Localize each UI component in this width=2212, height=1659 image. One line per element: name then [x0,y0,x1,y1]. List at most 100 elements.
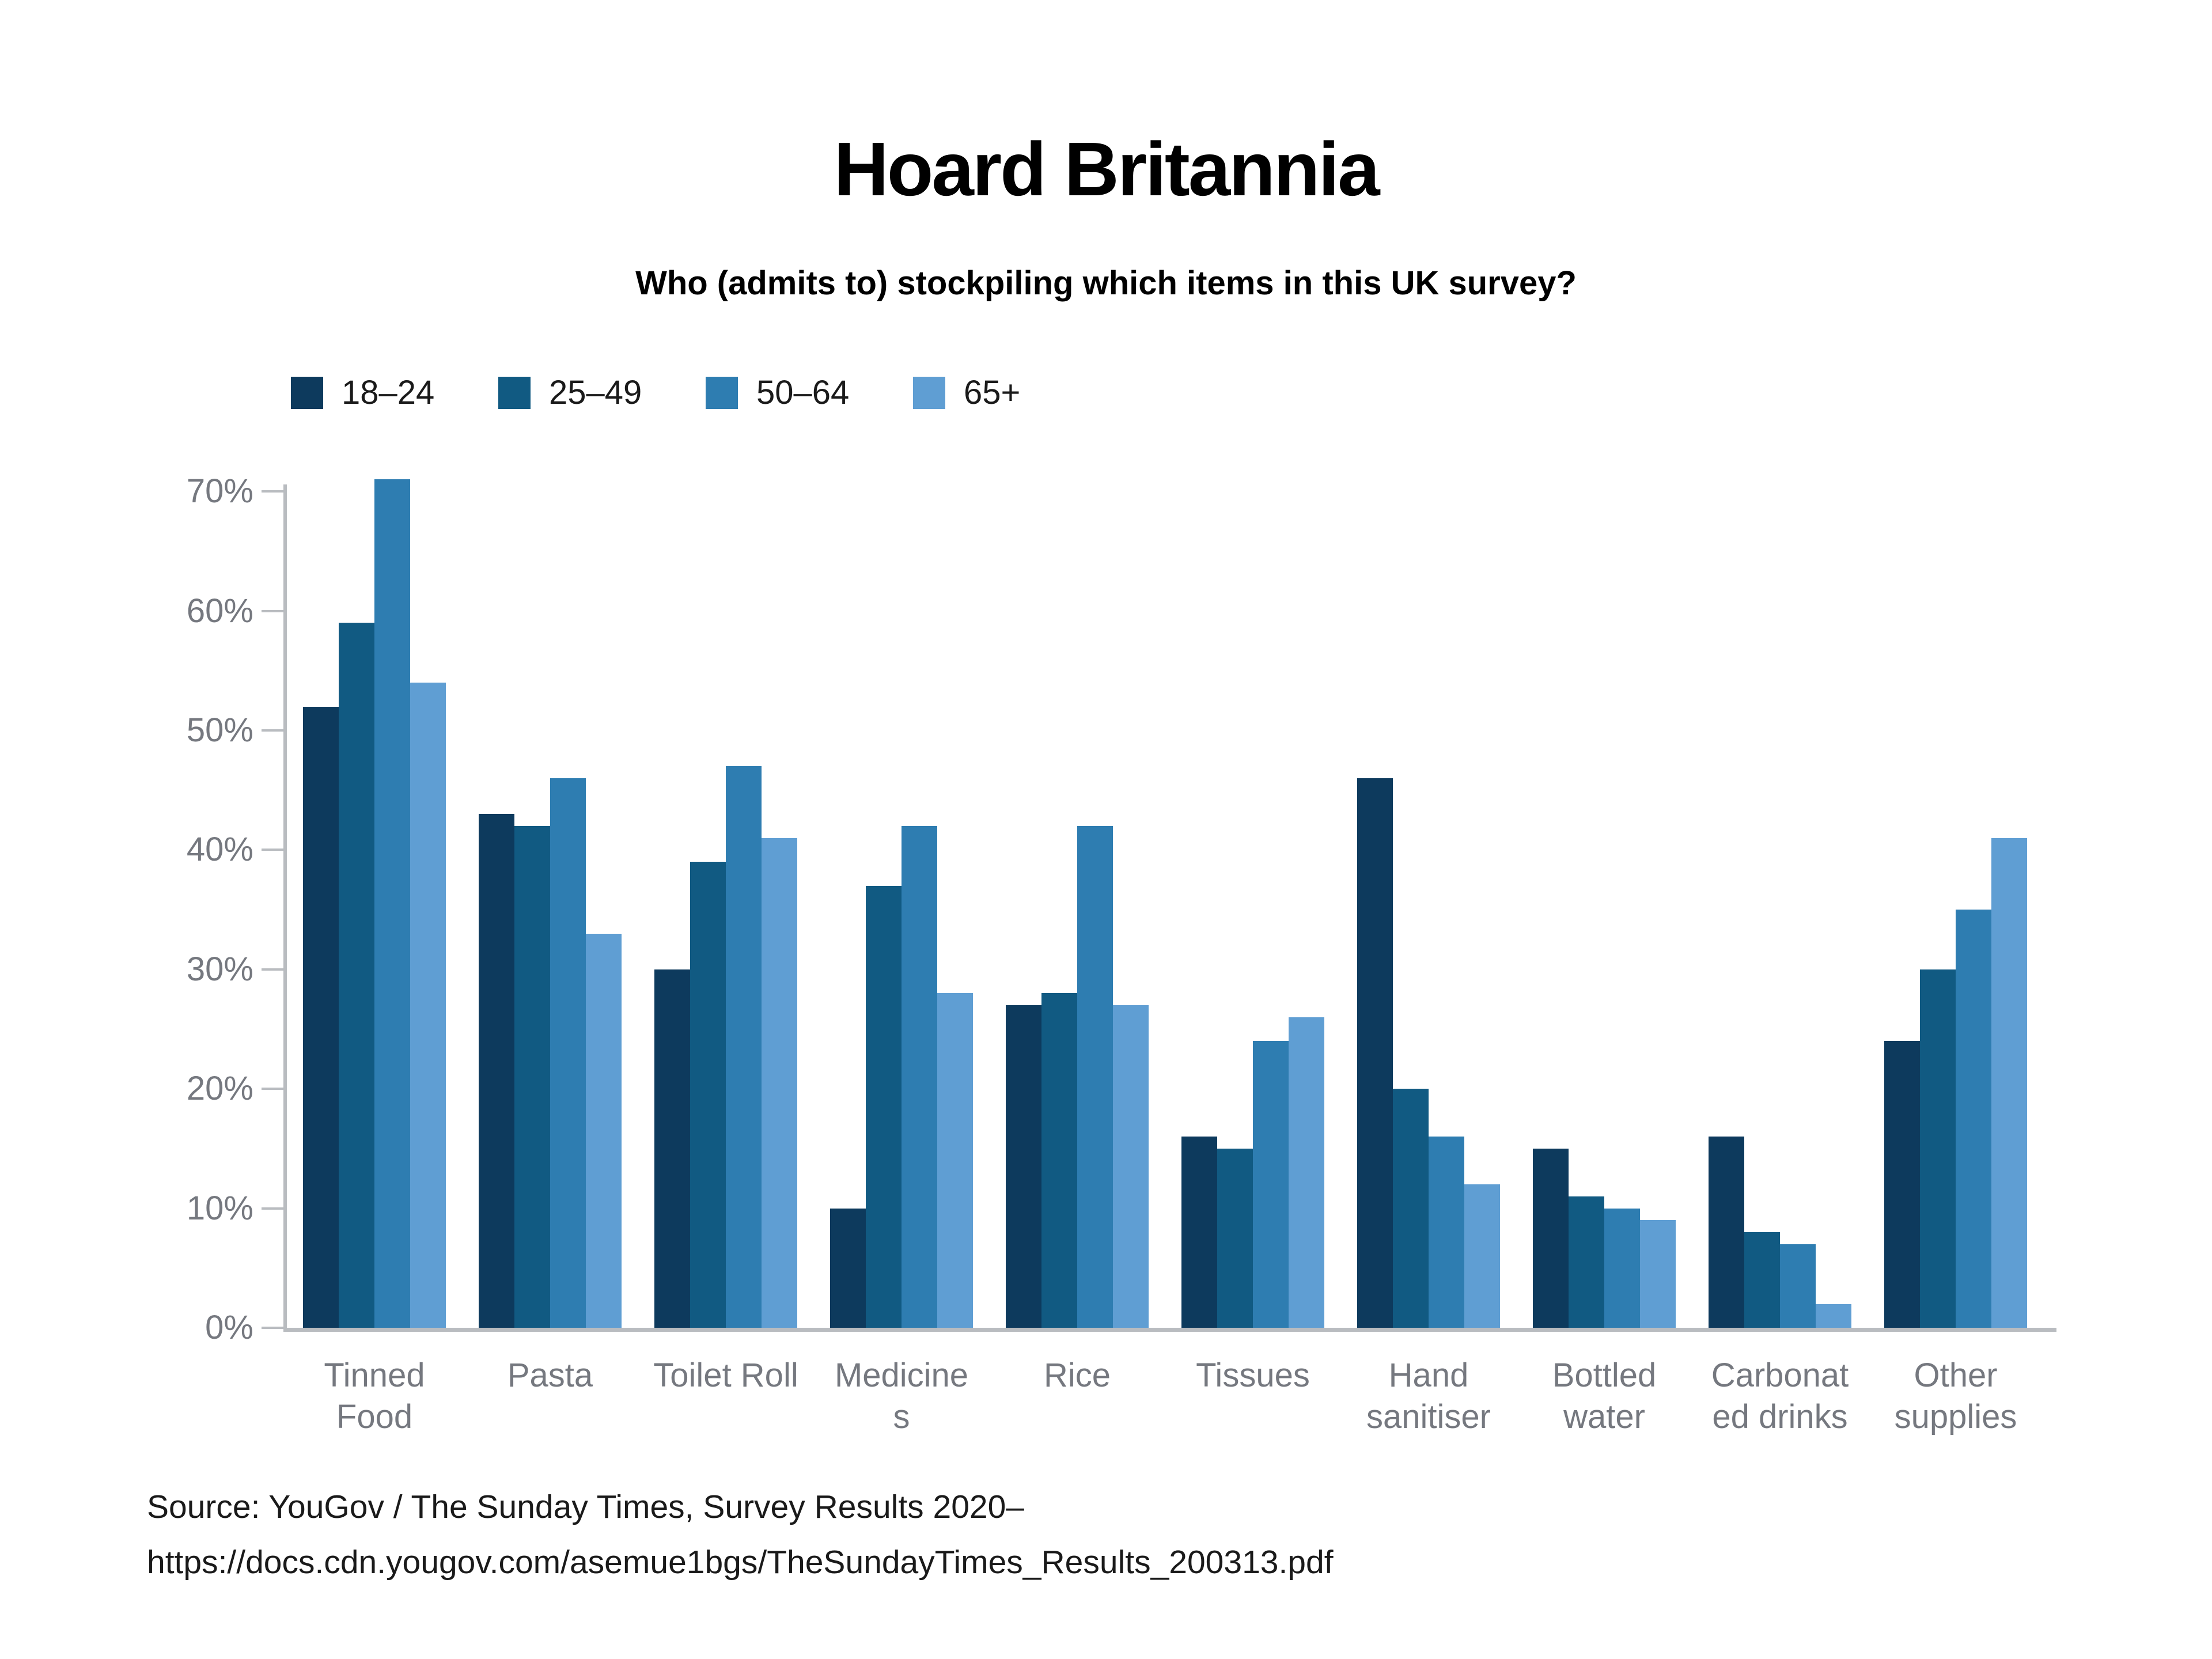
bar-50–64-Hand sanitiser [1429,1137,1464,1331]
bar-50–64-Toilet Roll [726,766,762,1331]
x-label-Tissues: Tissues [1166,1355,1339,1396]
y-tick-label: 20% [186,1070,253,1108]
bar-25–49-Bottled water [1569,1196,1604,1331]
bar-25–49-Other supplies [1920,969,1956,1331]
bar-65+-Carbonated drinks [1816,1304,1851,1331]
bar-18–24-Medicines [830,1208,866,1331]
bar-18–24-Other supplies [1884,1041,1920,1331]
legend-item-25–49: 25–49 [498,373,642,412]
source-line-2: https://docs.cdn.yougov.com/asemue1bgs/T… [147,1544,1334,1581]
y-tick [262,1207,283,1210]
x-label-line: Toilet Roll [653,1357,798,1394]
legend-label: 65+ [964,374,1021,411]
source-note: Source: YouGov / The Sunday Times, Surve… [147,1479,1334,1590]
bar-25–49-Toilet Roll [690,862,726,1331]
bar-65+-Tinned Food [410,683,446,1331]
legend-swatch-icon [913,376,945,409]
bar-50–64-Rice [1077,825,1113,1331]
x-label-Carbonated drinks: Carbonat ed drinks [1694,1355,1866,1438]
x-label-line: supplies [1894,1398,2017,1435]
legend-label: 18–24 [342,374,435,411]
x-label-Toilet Roll: Toilet Roll [639,1355,812,1396]
bar-25–49-Tinned Food [339,623,374,1331]
y-tick-label: 50% [186,711,253,749]
y-tick-label: 40% [186,831,253,869]
x-label-Other supplies: Other supplies [1869,1355,2042,1438]
legend-item-18–24: 18–24 [291,373,434,412]
bar-65+-Hand sanitiser [1464,1184,1500,1331]
bar-18–24-Rice [1006,1005,1041,1331]
bar-50–64-Pasta [550,778,586,1331]
bar-25–49-Tissues [1217,1148,1253,1331]
x-label-Hand sanitiser: Hand sanitiser [1342,1355,1515,1438]
bar-50–64-Bottled water [1604,1208,1640,1331]
bar-65+-Toilet Roll [762,838,797,1331]
x-label-Rice: Rice [991,1355,1164,1396]
x-label-line: Bottled [1552,1357,1657,1394]
legend-swatch-icon [498,376,531,409]
legend-swatch-icon [291,376,323,409]
x-label-Medicines: Medicine s [815,1355,988,1438]
bar-65+-Tissues [1289,1017,1324,1331]
x-label-line: Food [336,1398,413,1435]
x-label-line: sanitiser [1366,1398,1491,1435]
bar-18–24-Toilet Roll [654,969,690,1331]
bar-65+-Pasta [586,933,622,1331]
bar-50–64-Tinned Food [374,479,410,1331]
legend-label: 50–64 [756,374,850,411]
x-label-Bottled water: Bottled water [1518,1355,1691,1438]
bar-18–24-Pasta [479,814,514,1331]
x-label-line: Rice [1043,1357,1111,1394]
bar-25–49-Carbonated drinks [1744,1232,1780,1331]
source-line-1: Source: YouGov / The Sunday Times, Surve… [147,1488,1024,1525]
bar-18–24-Tissues [1181,1137,1217,1331]
bar-18–24-Tinned Food [303,706,339,1331]
y-tick-label: 70% [186,472,253,510]
y-tick [262,729,283,732]
y-tick [262,609,283,612]
bar-65+-Rice [1113,1005,1149,1331]
legend-item-65+: 65+ [913,373,1020,412]
bar-18–24-Hand sanitiser [1357,778,1393,1331]
x-label-line: water [1563,1398,1645,1435]
bar-25–49-Medicines [866,885,902,1331]
x-label-line: s [893,1398,910,1435]
bar-18–24-Carbonated drinks [1709,1137,1744,1331]
x-label-line: Tissues [1196,1357,1310,1394]
bar-25–49-Hand sanitiser [1393,1089,1429,1331]
x-label-line: Pasta [507,1357,593,1394]
y-axis-line [283,484,287,1332]
x-label-Pasta: Pasta [464,1355,637,1396]
bar-50–64-Other supplies [1956,910,1991,1331]
chart-title: Hoard Britannia [834,127,1380,211]
legend-label: 25–49 [549,374,642,411]
x-axis-line [283,1328,2056,1332]
bar-65+-Medicines [937,993,973,1331]
y-tick-label: 30% [186,950,253,988]
y-tick [262,849,283,851]
bar-50–64-Medicines [902,825,937,1331]
bar-50–64-Tissues [1253,1041,1289,1331]
x-label-line: Medicine [834,1357,969,1394]
x-label-line: ed drinks [1712,1398,1848,1435]
y-tick [262,1327,283,1329]
chart-subtitle: Who (admits to) stockpiling which items … [635,264,1577,302]
bar-18–24-Bottled water [1533,1148,1569,1331]
y-tick [262,1088,283,1090]
x-label-line: Carbonat [1711,1357,1849,1394]
y-tick-label: 60% [186,592,253,630]
x-label-line: Hand [1388,1357,1469,1394]
bar-25–49-Rice [1041,993,1077,1331]
bar-25–49-Pasta [514,825,550,1331]
legend-swatch-icon [706,376,738,409]
x-label-line: Other [1914,1357,1998,1394]
bar-65+-Other supplies [1991,838,2027,1331]
x-label-Tinned Food: Tinned Food [288,1355,461,1438]
y-tick [262,968,283,971]
y-tick [262,490,283,493]
y-tick-label: 10% [186,1189,253,1227]
y-tick-label: 0% [205,1309,253,1346]
bar-65+-Bottled water [1640,1220,1676,1331]
x-label-line: Tinned [324,1357,425,1394]
